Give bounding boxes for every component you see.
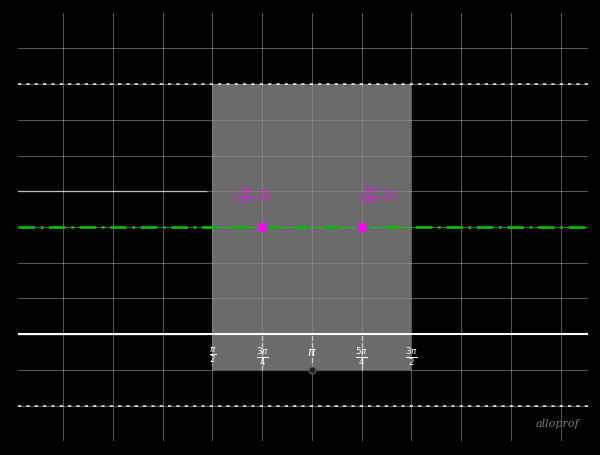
- Text: $\left(\frac{5\pi}{4},2\right)$: $\left(\frac{5\pi}{4},2\right)$: [359, 184, 397, 206]
- Text: $\frac{\pi}{2}$: $\frac{\pi}{2}$: [209, 345, 216, 364]
- Text: alloprof: alloprof: [536, 419, 580, 429]
- Text: $\frac{5\pi}{4}$: $\frac{5\pi}{4}$: [355, 345, 368, 367]
- Text: $\pi$: $\pi$: [307, 345, 317, 358]
- Bar: [212, 85, 412, 370]
- Text: $\frac{3\pi}{4}$: $\frac{3\pi}{4}$: [256, 345, 269, 367]
- Text: $\left(\frac{3\pi}{4},2\right)$: $\left(\frac{3\pi}{4},2\right)$: [234, 184, 272, 206]
- Text: $\frac{3\pi}{2}$: $\frac{3\pi}{2}$: [405, 345, 418, 367]
